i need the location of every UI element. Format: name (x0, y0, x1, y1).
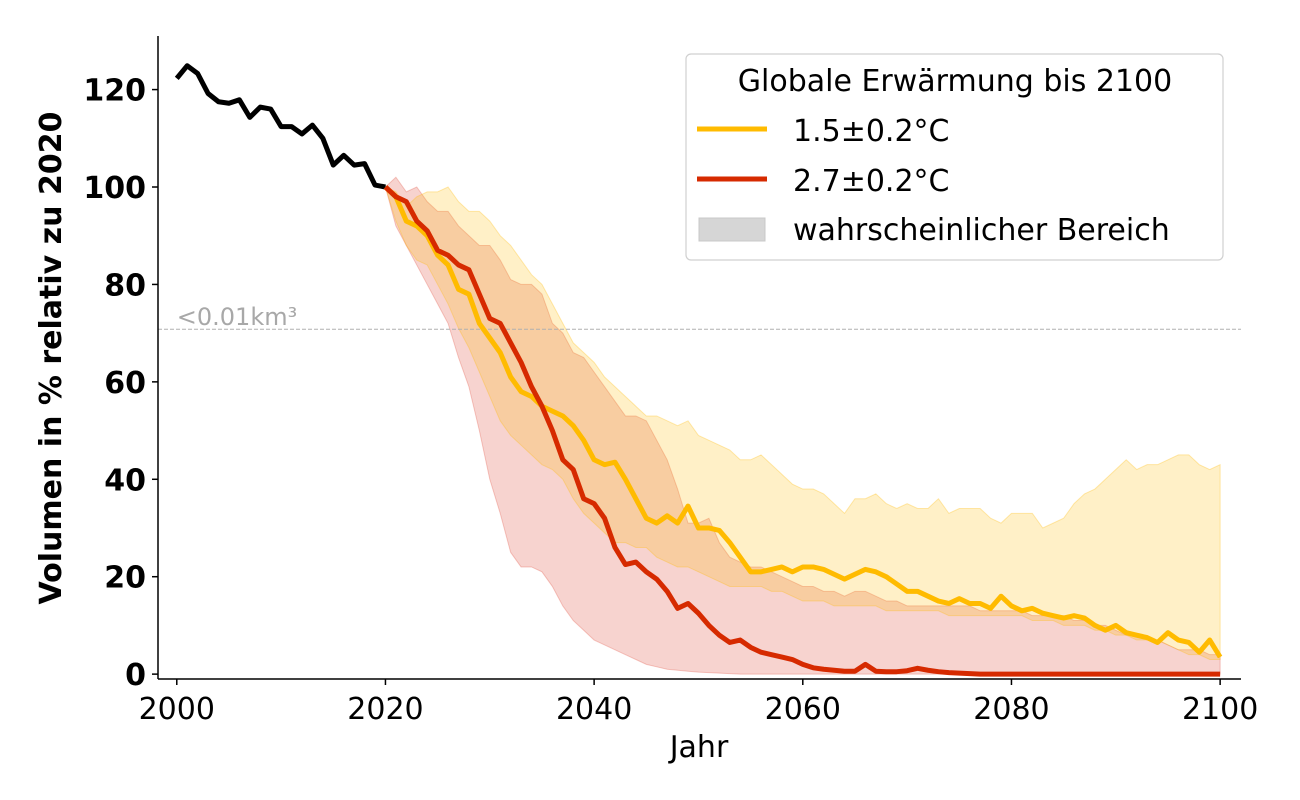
x-tick-label: 2060 (765, 692, 841, 727)
series-lines (174, 63, 1223, 677)
y-tick-label: 80 (104, 268, 146, 303)
y-tick-label: 0 (125, 658, 146, 693)
uncertainty-bands (384, 176, 1221, 675)
y-tick-label: 20 (104, 561, 146, 596)
line-2-7 (383, 185, 1221, 677)
legend-label-2-7: 2.7±0.2°C (793, 164, 950, 199)
y-tick-label: 100 (83, 171, 146, 206)
legend-frame (685, 53, 1224, 261)
band-2-7 (384, 176, 1221, 675)
y-axis-label: Volumen in % relativ zu 2020 (34, 112, 69, 605)
legend: Globale Erwärmung bis 2100 1.5±0.2°C 2.7… (685, 53, 1224, 261)
y-tick-label: 40 (104, 463, 146, 498)
reference-line-label: <0.01km³ (177, 303, 297, 331)
y-tick-label: 60 (104, 366, 146, 401)
x-tick-label: 2040 (556, 692, 632, 727)
line-historic (174, 63, 386, 190)
legend-label-1-5: 1.5±0.2°C (793, 114, 950, 149)
x-tick-label: 2100 (1182, 692, 1258, 727)
x-ticks: 2000 2020 2040 2060 2080 2100 (139, 679, 1258, 727)
legend-label-range: wahrscheinlicher Bereich (793, 213, 1170, 248)
legend-patch-range (698, 217, 766, 242)
x-axis-label: Jahr (668, 730, 729, 765)
x-tick-label: 2000 (139, 692, 215, 727)
x-tick-label: 2020 (347, 692, 423, 727)
x-tick-label: 2080 (973, 692, 1049, 727)
band-1-5 (384, 186, 1221, 661)
y-tick-label: 120 (83, 74, 146, 109)
y-ticks: 0 20 40 60 80 100 120 (83, 74, 158, 693)
line-1-5 (383, 185, 1223, 659)
legend-title: Globale Erwärmung bis 2100 (738, 64, 1172, 99)
